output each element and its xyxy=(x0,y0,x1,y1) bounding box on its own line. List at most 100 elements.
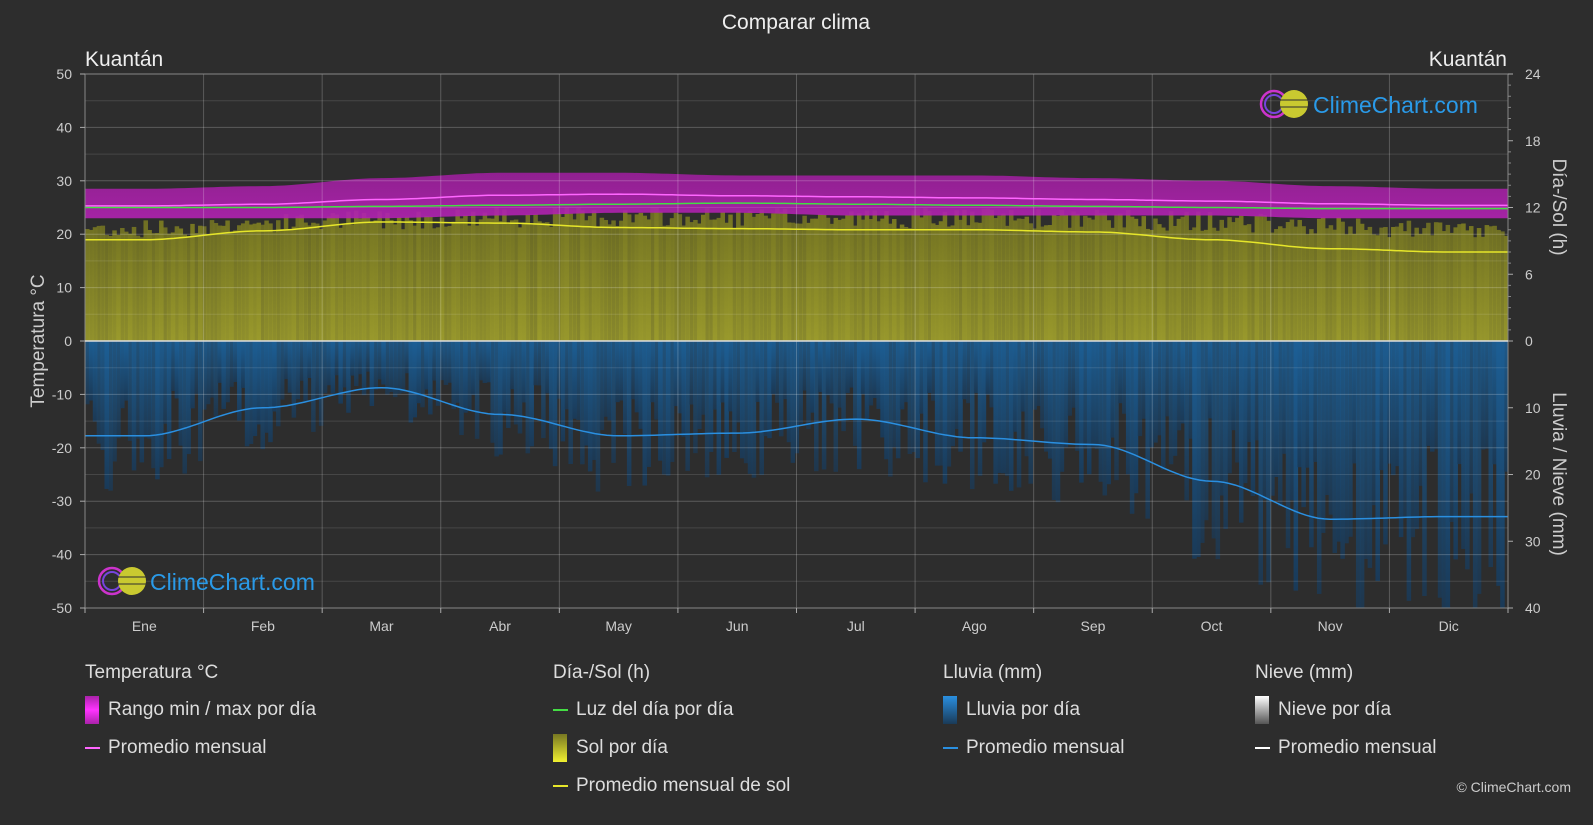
rain-day-bar xyxy=(704,341,710,478)
sun-day-bar xyxy=(673,212,679,341)
rain-day-bar xyxy=(1172,341,1178,456)
sun-day-bar xyxy=(1453,227,1458,341)
right-tick-label-mm: 40 xyxy=(1525,600,1541,616)
sun-bars-layer xyxy=(85,207,1508,341)
sun-day-bar xyxy=(1172,225,1178,341)
sun-day-bar xyxy=(895,228,901,341)
rain-day-bar xyxy=(88,341,94,401)
sun-day-bar xyxy=(860,219,866,341)
legend-snow: Nieve (mm) Nieve por día Promedio mensua… xyxy=(1255,662,1436,775)
sun-day-bar xyxy=(1200,230,1205,341)
rain-day-bar xyxy=(611,341,616,463)
sun-day-bar xyxy=(1469,226,1474,341)
sun-day-bar xyxy=(178,228,184,341)
sun-day-bar xyxy=(201,226,207,341)
copyright: © ClimeChart.com xyxy=(1456,779,1571,795)
sun-day-bar xyxy=(1055,215,1061,341)
sun-day-bar xyxy=(186,236,191,341)
rain-day-bar xyxy=(279,341,285,400)
rain-day-bar xyxy=(1238,341,1244,523)
rain-day-bar xyxy=(1044,341,1049,452)
sun-day-bar xyxy=(529,224,534,341)
rain-day-bar xyxy=(303,341,308,402)
month-label: Abr xyxy=(489,618,511,634)
rain-day-bar xyxy=(775,341,780,403)
sun-day-bar xyxy=(174,226,180,341)
sun-day-bar xyxy=(1414,227,1419,341)
sun-day-bar xyxy=(506,223,511,341)
rain-day-bar xyxy=(1235,341,1240,463)
rain-day-bar xyxy=(817,341,823,393)
sun-day-bar xyxy=(1387,237,1392,341)
rain-day-bar xyxy=(1168,341,1174,465)
rain-day-bar xyxy=(591,341,597,461)
sun-day-bar xyxy=(350,224,355,341)
rain-day-bar xyxy=(572,341,577,419)
rain-day-bar xyxy=(646,341,651,467)
sun-day-bar xyxy=(1250,232,1256,341)
rain-day-bar xyxy=(1250,341,1256,496)
rain-day-bar xyxy=(1005,341,1010,476)
sun-day-bar xyxy=(1492,225,1497,341)
sun-day-bar xyxy=(630,222,636,341)
sun-day-bar xyxy=(716,217,722,341)
sun-day-bar xyxy=(697,223,702,341)
rain-day-bar xyxy=(619,341,624,401)
rain-day-bar xyxy=(1488,341,1494,568)
sun-day-bar xyxy=(166,233,172,341)
sun-day-bar xyxy=(1067,227,1072,341)
sun-day-bar xyxy=(985,208,991,341)
sun-day-bar xyxy=(447,225,453,341)
rain-day-bar xyxy=(139,341,145,463)
rain-day-bar xyxy=(120,341,125,409)
sun-swatch xyxy=(553,734,567,762)
rain-day-bar xyxy=(147,341,152,439)
rain-day-bar xyxy=(981,341,987,443)
sun-day-bar xyxy=(1379,227,1384,341)
rain-day-bar xyxy=(950,341,955,447)
sun-day-bar xyxy=(868,219,874,341)
rain-day-bar xyxy=(724,341,729,458)
sun-day-bar xyxy=(669,218,675,341)
sun-day-bar xyxy=(1110,227,1115,341)
sun-day-bar xyxy=(1231,222,1236,341)
rain-day-bar xyxy=(681,341,686,437)
legend-item-sun: Sol por día xyxy=(553,734,790,762)
sun-day-bar xyxy=(1012,220,1018,341)
rain-day-bar xyxy=(467,341,472,411)
sun-day-bar xyxy=(365,217,371,341)
sun-day-bar xyxy=(1090,219,1096,341)
sun-day-bar xyxy=(198,225,203,341)
sun-day-bar xyxy=(455,209,460,341)
rain-day-bar xyxy=(654,341,659,420)
sun-day-bar xyxy=(552,207,558,341)
sun-day-bar xyxy=(872,210,878,341)
rain-day-bar xyxy=(903,341,909,403)
sun-day-bar xyxy=(1005,225,1010,341)
rain-day-bar xyxy=(946,341,952,467)
sun-day-bar xyxy=(1293,226,1299,341)
month-label: Feb xyxy=(251,618,275,634)
sun-day-bar xyxy=(1008,210,1014,341)
sun-day-bar xyxy=(849,211,854,341)
sun-day-bar xyxy=(607,224,612,341)
sun-day-bar xyxy=(798,223,803,341)
rain-day-bar xyxy=(1426,341,1431,446)
rain-day-bar xyxy=(1406,341,1412,601)
rain-day-bar xyxy=(1012,341,1018,432)
sun-day-bar xyxy=(1188,230,1193,341)
rain-day-bar xyxy=(170,341,176,391)
sun-day-bar xyxy=(654,207,659,341)
rain-day-bar xyxy=(969,341,975,490)
legend-day-sun-title: Día-/Sol (h) xyxy=(553,662,651,683)
sun-day-bar xyxy=(977,222,983,341)
rain-day-bar xyxy=(1051,341,1057,500)
sun-day-bar xyxy=(1406,220,1412,341)
rain-day-bar xyxy=(357,341,363,375)
left-tick-label: -30 xyxy=(52,493,72,509)
rain-day-bar xyxy=(895,341,901,459)
sun-day-bar xyxy=(658,211,663,341)
sun-day-bar xyxy=(279,229,285,341)
rain-day-bar xyxy=(814,341,819,472)
sun-day-bar xyxy=(470,211,476,341)
